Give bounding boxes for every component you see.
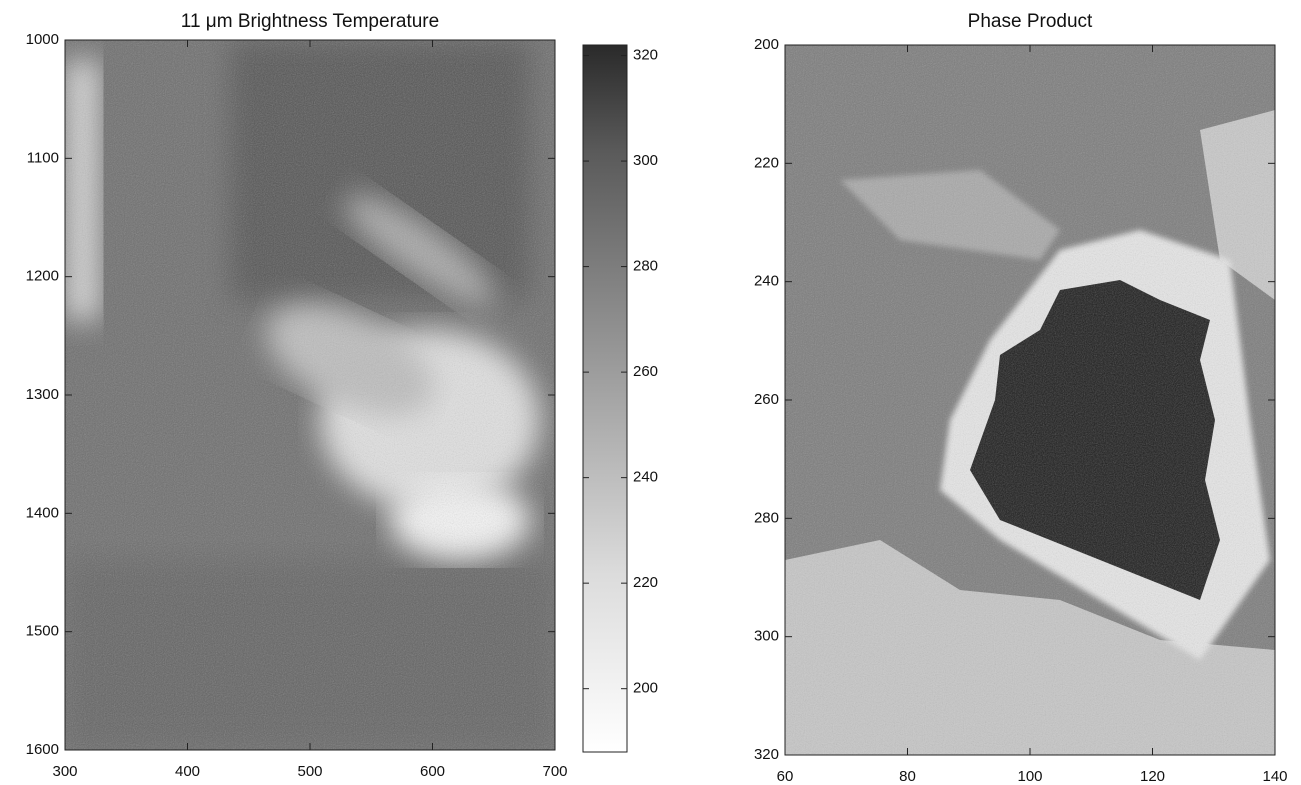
y-tick-label: 280 [754, 509, 779, 526]
colorbar-tick-label: 240 [633, 469, 658, 486]
x-tick-label: 140 [1262, 768, 1287, 785]
x-tick-label: 600 [420, 763, 445, 780]
y-tick-label: 1400 [26, 504, 59, 521]
x-tick-label: 700 [542, 763, 567, 780]
y-tick-label: 1200 [26, 268, 59, 285]
brightness-image [65, 40, 555, 750]
y-tick-label: 1100 [27, 149, 59, 166]
colorbar-tick-label: 220 [633, 574, 658, 591]
x-tick-label: 60 [777, 768, 794, 785]
y-tick-label: 240 [754, 273, 779, 290]
y-tick-label: 200 [754, 36, 779, 53]
colorbar-tick-label: 200 [633, 680, 658, 697]
y-tick-label: 1600 [26, 741, 59, 758]
colorbar-tick-label: 260 [633, 363, 658, 380]
colorbar-tick-label: 320 [633, 47, 658, 64]
y-tick-label: 300 [754, 628, 779, 645]
y-tick-label: 1300 [26, 386, 59, 403]
y-tick-label: 220 [754, 154, 779, 171]
colorbar-tick-label: 300 [633, 152, 658, 169]
chart-title: 11 μm Brightness Temperature [181, 11, 439, 32]
x-tick-label: 500 [297, 763, 322, 780]
colorbar [582, 44, 628, 753]
y-tick-label: 1000 [26, 31, 59, 48]
y-tick-label: 320 [754, 746, 779, 763]
x-tick-label: 300 [52, 763, 77, 780]
x-tick-label: 100 [1017, 768, 1042, 785]
x-tick-label: 80 [899, 768, 916, 785]
y-tick-label: 1500 [26, 623, 59, 640]
x-tick-label: 120 [1140, 768, 1165, 785]
y-tick-label: 260 [754, 391, 779, 408]
chart-title: Phase Product [968, 11, 1093, 32]
x-tick-label: 400 [175, 763, 200, 780]
phase-image [785, 45, 1275, 755]
colorbar-tick-label: 280 [633, 258, 658, 275]
